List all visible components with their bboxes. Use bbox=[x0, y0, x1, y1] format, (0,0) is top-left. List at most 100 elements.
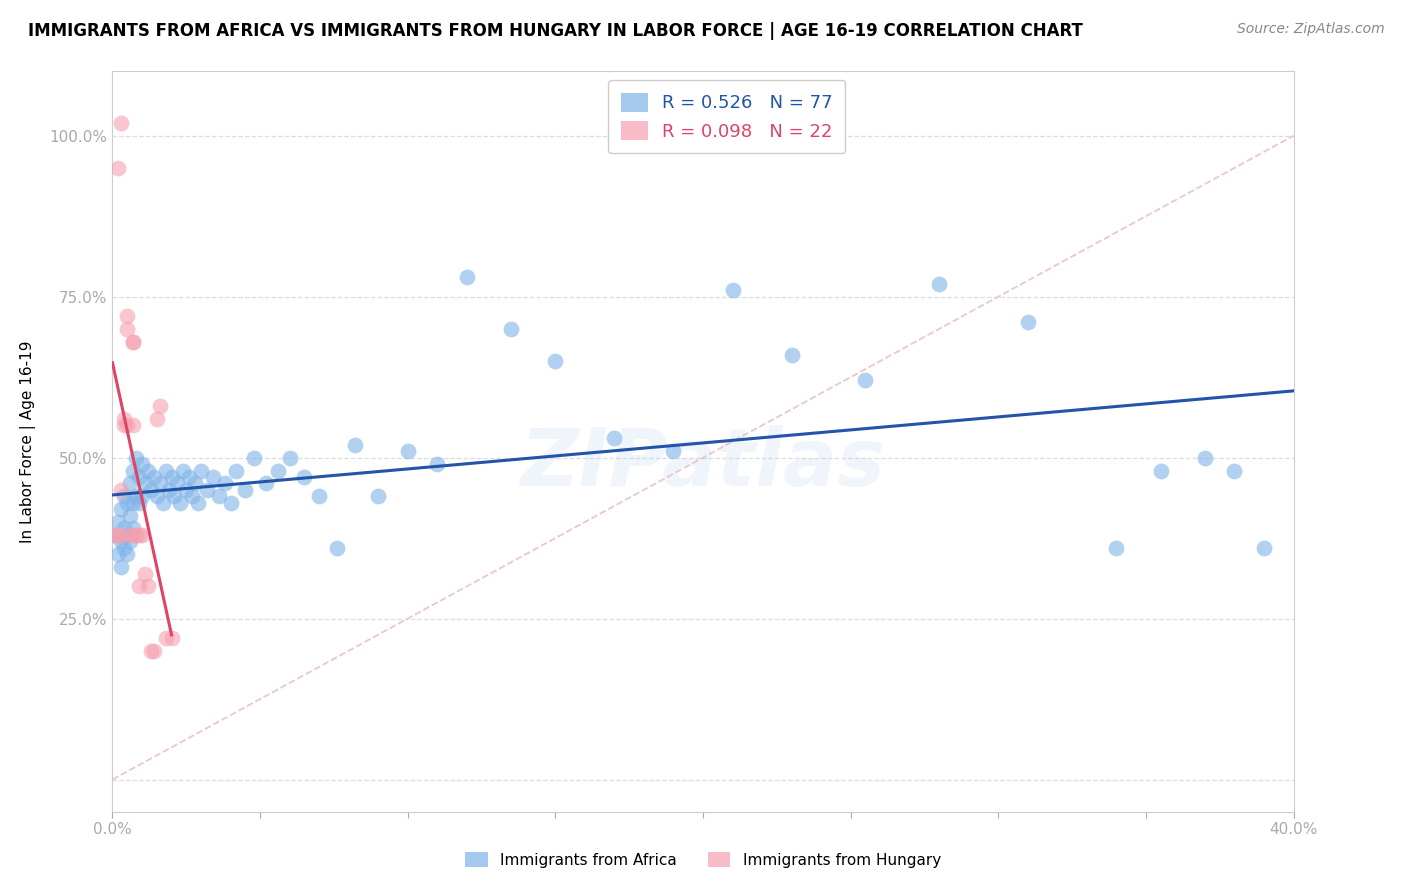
Point bbox=[112, 541, 135, 555]
Point bbox=[603, 431, 626, 445]
Text: Source: ZipAtlas.com: Source: ZipAtlas.com bbox=[1237, 22, 1385, 37]
Point bbox=[110, 560, 132, 574]
Point bbox=[131, 528, 153, 542]
Point bbox=[187, 496, 209, 510]
Point bbox=[174, 483, 197, 497]
Point bbox=[267, 463, 290, 477]
Point bbox=[107, 528, 129, 542]
Point bbox=[544, 354, 567, 368]
Point bbox=[780, 348, 803, 362]
Point bbox=[139, 644, 162, 658]
Point bbox=[136, 463, 159, 477]
Point bbox=[122, 334, 145, 349]
Point bbox=[128, 579, 150, 593]
Point bbox=[122, 528, 145, 542]
Point bbox=[149, 399, 172, 413]
Point bbox=[225, 463, 247, 477]
Point bbox=[142, 470, 165, 484]
Point bbox=[1194, 450, 1216, 465]
Point bbox=[110, 528, 132, 542]
Point bbox=[501, 322, 523, 336]
Point bbox=[396, 444, 419, 458]
Point bbox=[117, 496, 138, 510]
Point bbox=[721, 283, 744, 297]
Point bbox=[120, 534, 142, 549]
Point bbox=[278, 450, 301, 465]
Point bbox=[172, 463, 194, 477]
Point bbox=[131, 489, 153, 503]
Point bbox=[122, 418, 145, 433]
Y-axis label: In Labor Force | Age 16-19: In Labor Force | Age 16-19 bbox=[20, 340, 35, 543]
Point bbox=[122, 496, 145, 510]
Point bbox=[122, 334, 145, 349]
Point bbox=[1253, 541, 1275, 555]
Point bbox=[149, 476, 172, 491]
Legend: Immigrants from Africa, Immigrants from Hungary: Immigrants from Africa, Immigrants from … bbox=[457, 845, 949, 875]
Point bbox=[243, 450, 266, 465]
Point bbox=[125, 450, 148, 465]
Point bbox=[134, 476, 156, 491]
Point bbox=[928, 277, 950, 291]
Point bbox=[142, 644, 165, 658]
Point bbox=[110, 502, 132, 516]
Point bbox=[181, 489, 204, 503]
Point bbox=[146, 412, 169, 426]
Point bbox=[233, 483, 256, 497]
Point bbox=[163, 489, 186, 503]
Point bbox=[136, 579, 159, 593]
Point bbox=[179, 470, 201, 484]
Point bbox=[662, 444, 685, 458]
Legend: R = 0.526   N = 77, R = 0.098   N = 22: R = 0.526 N = 77, R = 0.098 N = 22 bbox=[607, 80, 845, 153]
Point bbox=[426, 457, 449, 471]
Point bbox=[146, 489, 169, 503]
Point bbox=[122, 521, 145, 535]
Point bbox=[125, 528, 148, 542]
Point bbox=[112, 412, 135, 426]
Point bbox=[155, 631, 177, 645]
Point bbox=[1223, 463, 1246, 477]
Point bbox=[855, 373, 877, 387]
Point bbox=[112, 418, 135, 433]
Point bbox=[125, 489, 148, 503]
Point bbox=[112, 521, 135, 535]
Point bbox=[112, 489, 135, 503]
Point bbox=[160, 470, 183, 484]
Point bbox=[219, 496, 242, 510]
Point bbox=[152, 496, 174, 510]
Point bbox=[128, 470, 150, 484]
Point bbox=[110, 534, 132, 549]
Point bbox=[128, 528, 150, 542]
Point bbox=[326, 541, 349, 555]
Point bbox=[166, 476, 188, 491]
Point bbox=[131, 457, 153, 471]
Point bbox=[134, 566, 156, 581]
Point bbox=[184, 476, 207, 491]
Point bbox=[214, 476, 236, 491]
Point bbox=[292, 470, 315, 484]
Point bbox=[308, 489, 330, 503]
Point bbox=[104, 528, 127, 542]
Point bbox=[139, 483, 162, 497]
Point bbox=[1105, 541, 1128, 555]
Point bbox=[160, 631, 183, 645]
Point bbox=[117, 322, 138, 336]
Point bbox=[104, 528, 127, 542]
Point bbox=[456, 270, 478, 285]
Point bbox=[157, 483, 180, 497]
Text: ZIPatlas: ZIPatlas bbox=[520, 425, 886, 503]
Point bbox=[117, 309, 138, 323]
Point bbox=[195, 483, 218, 497]
Point bbox=[120, 508, 142, 523]
Point bbox=[254, 476, 277, 491]
Point bbox=[120, 528, 142, 542]
Point bbox=[120, 476, 142, 491]
Point bbox=[343, 438, 366, 452]
Point bbox=[128, 496, 150, 510]
Point bbox=[1017, 315, 1039, 329]
Point bbox=[169, 496, 191, 510]
Point bbox=[117, 547, 138, 561]
Point bbox=[110, 116, 132, 130]
Point bbox=[122, 463, 145, 477]
Point bbox=[110, 483, 132, 497]
Point bbox=[117, 528, 138, 542]
